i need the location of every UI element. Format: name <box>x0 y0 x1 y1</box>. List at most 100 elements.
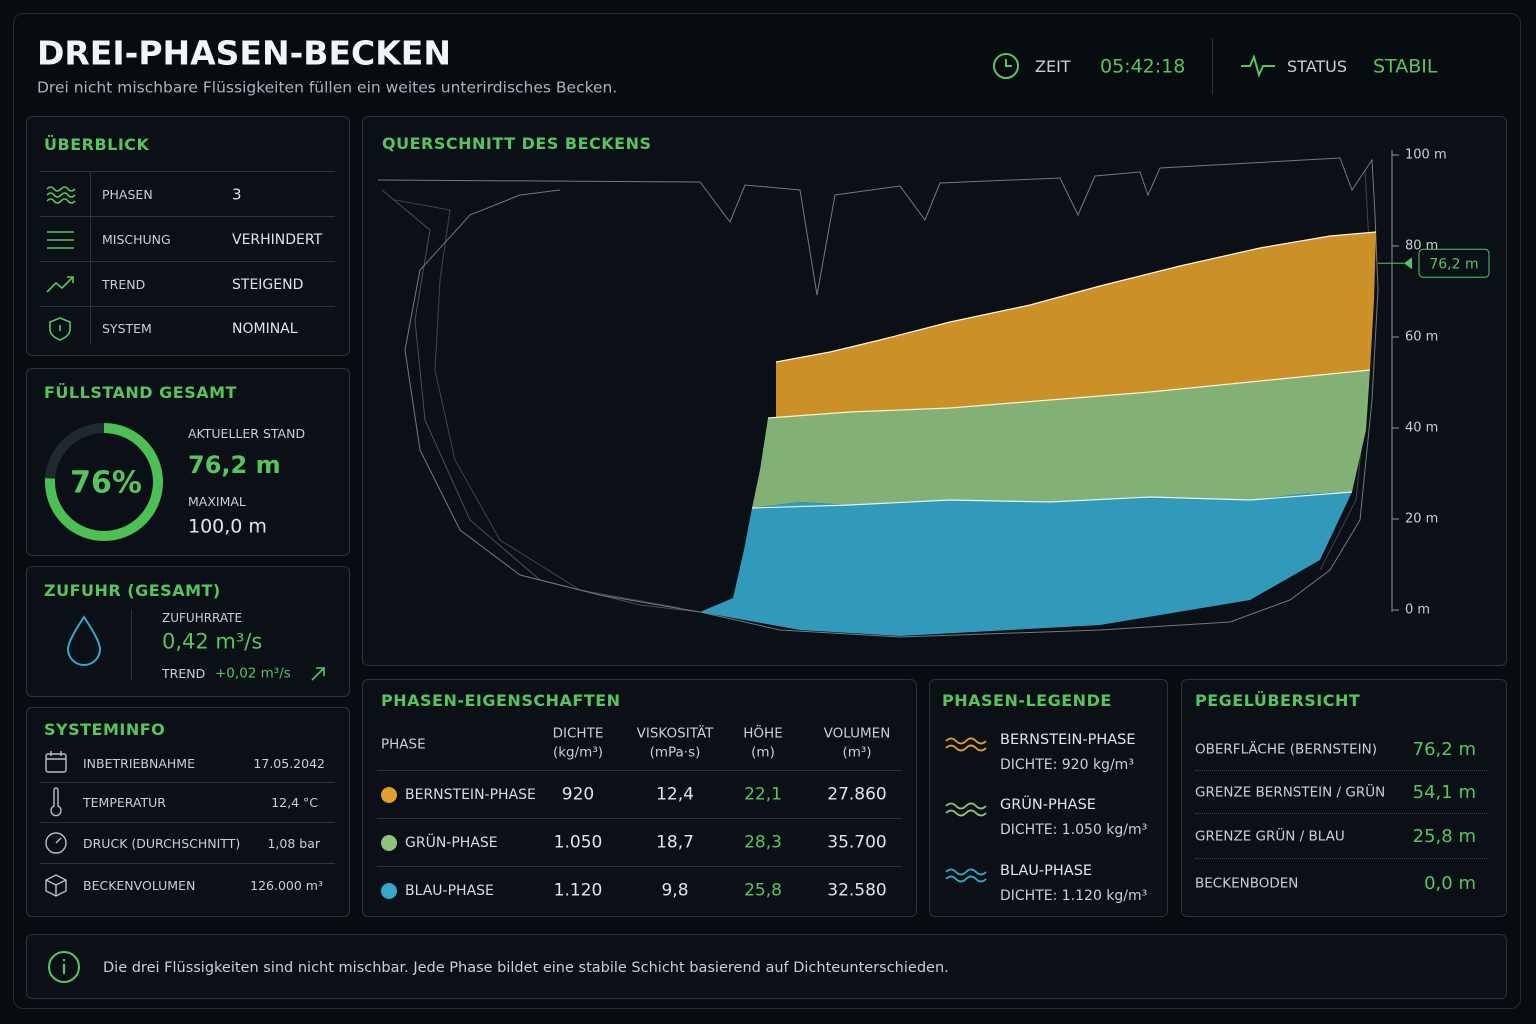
trend-arrow <box>311 667 325 681</box>
row-label: SYSTEM <box>102 320 152 336</box>
column-unit: (mPa·s) <box>649 744 701 761</box>
gauge: 76% <box>45 423 163 541</box>
info-icon <box>48 951 80 983</box>
table-cell: 35.700 <box>827 832 887 853</box>
row-label: TREND <box>102 276 146 292</box>
level-label: GRENZE GRÜN / BLAU <box>1195 828 1345 845</box>
legend-detail: DICHTE: 1.050 kg/m³ <box>1000 822 1148 838</box>
legend-detail: DICHTE: 1.120 kg/m³ <box>1000 888 1148 904</box>
separator <box>40 261 335 262</box>
row-value: 3 <box>232 185 242 204</box>
row-value: NOMINAL <box>232 321 298 337</box>
level-value: 0,0 m <box>1424 873 1476 894</box>
separator <box>40 863 335 864</box>
subtitle: Drei nicht mischbare Flüssigkeiten fülle… <box>37 78 618 97</box>
row-separator <box>377 818 902 819</box>
divider <box>90 172 91 344</box>
column-header: VOLUMEN <box>823 725 891 742</box>
column-header: PHASE <box>381 736 426 753</box>
table-cell: 18,7 <box>656 832 694 853</box>
divider <box>131 610 132 680</box>
table-cell: 1.120 <box>553 880 603 901</box>
legend-swatch <box>945 737 987 752</box>
divider <box>1212 38 1213 94</box>
separator <box>40 782 335 783</box>
time: 05:42:18 <box>1100 55 1186 78</box>
separator <box>40 171 335 172</box>
frame <box>13 13 1521 1009</box>
row-value: 12,4 °C <box>271 794 318 810</box>
level-label: GRENZE BERNSTEIN / GRÜN <box>1195 784 1386 801</box>
legend-wave <box>945 737 987 752</box>
level-value: 54,1 m <box>1412 782 1476 803</box>
sysinfo-icons <box>45 751 67 897</box>
separator <box>1195 770 1487 771</box>
row-label: PHASEN <box>102 186 153 202</box>
phase-dot <box>381 835 397 851</box>
row-label: BECKENVOLUMEN <box>83 877 196 893</box>
status-label: STATUS <box>1287 57 1348 76</box>
column-header: DICHTE <box>552 725 604 742</box>
table-cell: 22,1 <box>744 784 782 805</box>
current-value: 76,2 m <box>188 451 281 479</box>
cross-section-panel <box>362 116 1507 666</box>
trend-label: TREND <box>162 665 206 681</box>
levels-panel <box>1181 679 1507 917</box>
properties-panel <box>362 679 917 917</box>
gauge-label: 76% <box>70 466 142 501</box>
panel-title: SYSTEMINFO <box>44 720 166 739</box>
time-label: ZEIT <box>1035 57 1071 76</box>
legend-wave <box>945 868 987 883</box>
legend-name: BERNSTEIN-PHASE <box>1000 731 1136 748</box>
max-label: MAXIMAL <box>188 493 246 509</box>
table-cell: 27.860 <box>827 784 887 805</box>
row-value: 126.000 m³ <box>250 877 323 893</box>
legend-swatch <box>945 868 987 883</box>
legend-name: BLAU-PHASE <box>1000 862 1093 879</box>
sysinfo-panel <box>26 707 350 917</box>
footer-note: Die drei Flüssigkeiten sind nicht mischb… <box>103 959 949 976</box>
row-value: STEIGEND <box>232 277 304 293</box>
table-cell: BLAU-PHASE <box>405 883 494 899</box>
row-value: 17.05.2042 <box>253 755 325 771</box>
footer-panel <box>26 934 1507 999</box>
current-label: AKTUELLER STAND <box>188 425 306 441</box>
separator <box>40 216 335 217</box>
table-cell: 9,8 <box>661 880 689 901</box>
separator <box>1195 858 1487 859</box>
column-header: HÖHE <box>743 725 783 742</box>
table-cell: 25,8 <box>744 880 782 901</box>
panel-title: PHASEN-LEGENDE <box>942 691 1112 710</box>
column-header: VISKOSITÄT <box>636 725 714 742</box>
inflow-panel <box>26 566 350 697</box>
trend-value: +0,02 m³/s <box>215 665 291 682</box>
level-value: 76,2 m <box>1412 739 1476 760</box>
clock-icon <box>993 53 1019 79</box>
phase-dot <box>381 787 397 803</box>
panel-title: PEGELÜBERSICHT <box>1195 691 1361 710</box>
overview-panel <box>26 116 350 356</box>
column-unit: (m³) <box>842 744 872 761</box>
legend-name: GRÜN-PHASE <box>1000 796 1096 813</box>
row-separator <box>377 866 902 867</box>
pulse-icon <box>1241 54 1275 78</box>
drop-icon <box>66 615 102 666</box>
table-cell: 28,3 <box>744 832 782 853</box>
table-cell: 12,4 <box>656 784 694 805</box>
max-value: 100,0 m <box>188 515 267 538</box>
level-value: 25,8 m <box>1412 826 1476 847</box>
legend-wave <box>945 802 987 817</box>
row-label: DRUCK (DURCHSCHNITT) <box>83 835 241 851</box>
table-cell: BERNSTEIN-PHASE <box>405 787 536 803</box>
column-unit: (m) <box>751 744 775 761</box>
gauge-arc <box>45 423 163 541</box>
row-label: MISCHUNG <box>102 231 171 247</box>
panel-title: ÜBERBLICK <box>44 135 150 154</box>
row-label: TEMPERATUR <box>83 794 166 810</box>
row-value: VERHINDERT <box>232 232 323 248</box>
row-value: 1,08 bar <box>267 835 320 851</box>
row-label: INBETRIEBNAHME <box>83 755 195 771</box>
overview-icons <box>46 186 76 341</box>
